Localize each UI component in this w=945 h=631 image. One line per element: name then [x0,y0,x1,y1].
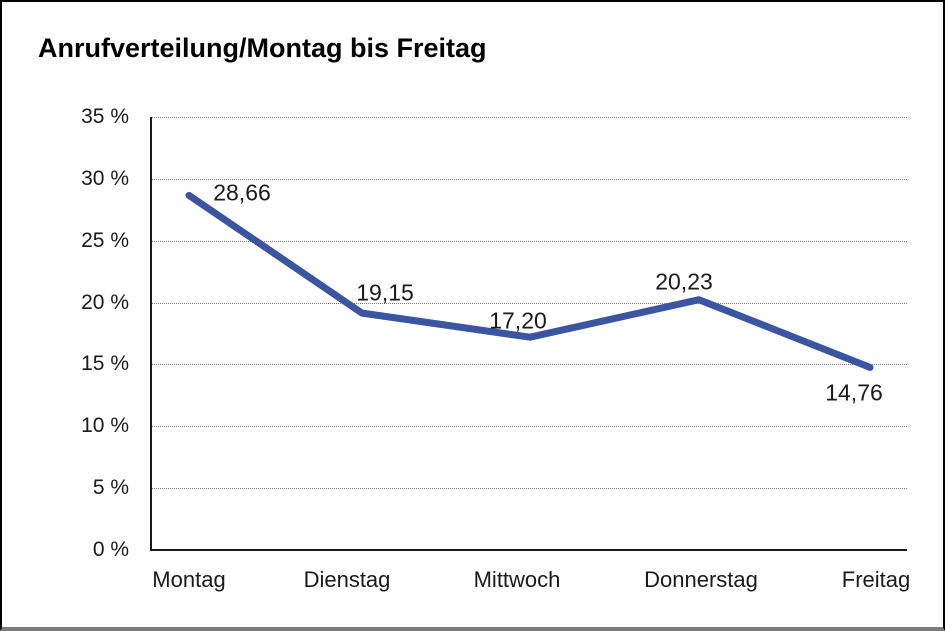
gridline-horizontal [152,179,907,180]
gridline-horizontal [152,364,907,365]
data-point-label: 20,23 [655,268,713,295]
x-axis-tick-label: Mittwoch [473,567,561,592]
y-axis-tick-label: 0 % [92,538,129,561]
y-axis-tick-label: 35 % [81,105,129,128]
gridline-horizontal [152,303,907,304]
y-axis-tick-label: 25 % [81,228,129,252]
y-axis-line [150,117,152,550]
gridline-horizontal [152,117,907,118]
gridline-horizontal [152,488,907,489]
y-axis-tick-label: 20 % [81,290,129,314]
x-axis-tick-label: Donnerstag [644,567,758,592]
gridline-horizontal [152,241,907,242]
data-point-label: 28,66 [213,179,271,206]
gridline-horizontal [152,426,907,427]
y-axis-tick-label: 15 % [81,352,129,376]
x-axis-tick-label: Dienstag [303,567,391,592]
x-axis-tick-label: Montag [152,567,226,592]
data-point-label: 19,15 [356,279,414,306]
x-axis-line [150,549,907,551]
y-axis-tick-label: 10 % [81,414,129,438]
y-axis-tick-label: 30 % [81,166,129,190]
chart-title: Anrufverteilung/Montag bis Freitag [38,33,487,63]
x-axis-tick-label: Freitag [841,567,911,592]
data-point-label: 14,76 [825,379,883,406]
data-point-label: 17,20 [489,307,547,334]
data-line [185,191,874,371]
y-axis-tick-label: 5 % [92,476,129,500]
